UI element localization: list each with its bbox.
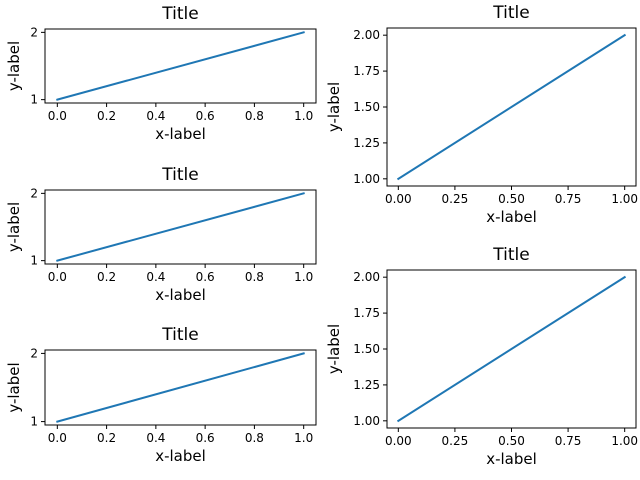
x-tick-label: 0.50 <box>498 434 525 448</box>
series-line <box>56 352 305 423</box>
x-axis-label: x-label <box>486 450 537 468</box>
y-tick-label: 2 <box>30 346 38 360</box>
subplot-2: 0.0 0.2 0.4 0.6 0.8 1.0 1 2 Title x-label y-label <box>5 165 317 304</box>
chart-title: Title <box>161 325 198 345</box>
y-tick-label: 1.00 <box>353 172 380 186</box>
x-tick-label: 1.0 <box>294 109 313 123</box>
x-axis-label: x-label <box>486 208 537 226</box>
x-tick-label: 1.0 <box>294 270 313 284</box>
series-line <box>396 33 627 181</box>
y-axis-label: y-label <box>325 82 343 132</box>
axes-frame <box>44 349 317 426</box>
subplot-3: 0.0 0.2 0.4 0.6 0.8 1.0 1 2 Title x-label y-label <box>5 325 317 465</box>
x-tick-label: 0.8 <box>245 109 264 123</box>
y-axis-label: y-label <box>325 324 343 374</box>
chart-title: Title <box>492 3 529 23</box>
x-axis-label: x-label <box>155 125 206 143</box>
x-tick-label: 0.00 <box>385 192 412 206</box>
x-tick-label: 0.00 <box>385 434 412 448</box>
x-axis-label: x-label <box>155 286 206 304</box>
axes-frame <box>44 28 317 104</box>
x-tick-label: 0.0 <box>48 431 67 445</box>
subplot-4: 0.00 0.25 0.50 0.75 1.00 1.00 1.25 1.50 1.75 2.00… <box>325 3 638 226</box>
x-tick-label: 0.50 <box>498 192 525 206</box>
chart-title: Title <box>161 4 198 24</box>
x-tick-label: 0.8 <box>245 431 264 445</box>
y-tick-label: 1.25 <box>353 378 380 392</box>
y-axis-label: y-label <box>5 202 23 252</box>
x-tick-label: 0.2 <box>97 109 116 123</box>
chart-title: Title <box>492 245 529 265</box>
series-line <box>56 31 305 101</box>
x-tick-label: 0.2 <box>97 270 116 284</box>
y-tick-label: 1.25 <box>353 136 380 150</box>
y-tick-label: 1 <box>30 415 38 429</box>
y-tick-label: 1.50 <box>353 342 380 356</box>
x-tick-label: 1.0 <box>294 431 313 445</box>
y-tick-label: 1.75 <box>353 306 380 320</box>
subplot-5: 0.00 0.25 0.50 0.75 1.00 1.00 1.25 1.50 1.75 2.00… <box>325 245 638 468</box>
x-tick-label: 0.75 <box>555 192 582 206</box>
y-tick-label: 1.50 <box>353 100 380 114</box>
x-tick-label: 0.6 <box>196 270 215 284</box>
chart-title: Title <box>161 165 198 185</box>
y-axis-label: y-label <box>5 362 23 412</box>
x-tick-label: 0.8 <box>245 270 264 284</box>
x-tick-label: 1.00 <box>611 192 638 206</box>
x-axis-label: x-label <box>155 447 206 465</box>
x-tick-label: 0.6 <box>196 431 215 445</box>
x-tick-label: 0.6 <box>196 109 215 123</box>
y-axis-label: y-label <box>5 41 23 91</box>
y-tick-label: 2.00 <box>353 270 380 284</box>
x-tick-label: 0.2 <box>97 431 116 445</box>
y-tick-label: 2.00 <box>353 28 380 42</box>
x-tick-label: 0.75 <box>555 434 582 448</box>
series-line <box>56 192 305 262</box>
y-tick-label: 1.00 <box>353 414 380 428</box>
y-tick-label: 1 <box>30 93 38 107</box>
y-tick-label: 1 <box>30 254 38 268</box>
x-tick-label: 0.4 <box>146 270 165 284</box>
x-tick-label: 0.25 <box>442 192 469 206</box>
y-tick-label: 2 <box>30 25 38 39</box>
x-tick-label: 0.25 <box>442 434 469 448</box>
x-tick-label: 0.4 <box>146 431 165 445</box>
y-tick-label: 1.75 <box>353 64 380 78</box>
series-line <box>396 275 627 423</box>
x-tick-label: 0.4 <box>146 109 165 123</box>
y-tick-label: 2 <box>30 186 38 200</box>
x-tick-label: 1.00 <box>611 434 638 448</box>
x-tick-label: 0.0 <box>48 270 67 284</box>
axes-frame <box>44 189 317 265</box>
x-tick-label: 0.0 <box>48 109 67 123</box>
subplot-1: 0.0 0.2 0.4 0.6 0.8 1.0 1 2 Title x-label y-label <box>5 4 317 143</box>
